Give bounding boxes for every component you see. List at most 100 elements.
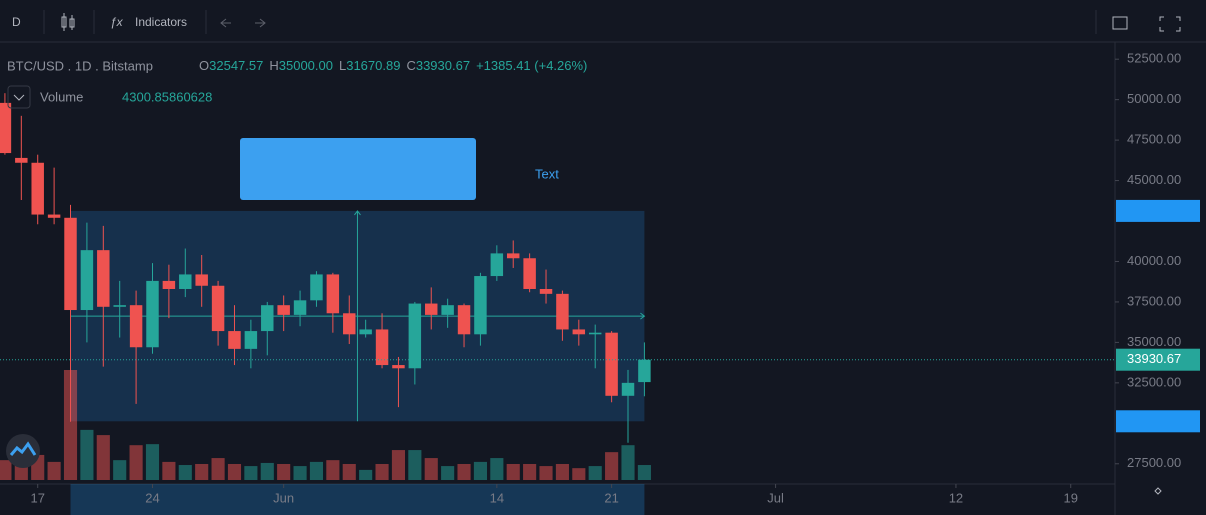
volume-bar bbox=[506, 463, 520, 480]
volume-bar bbox=[424, 458, 438, 480]
range-arrow bbox=[354, 210, 646, 320]
volume-bar bbox=[326, 460, 340, 480]
x-tick-label: 21 bbox=[604, 490, 618, 505]
volume-bar bbox=[309, 461, 324, 480]
y-tick-label: 37500.00 bbox=[1127, 293, 1181, 308]
fx-icon[interactable]: ƒx bbox=[110, 15, 124, 29]
ohlc-value: 31670.89 bbox=[346, 58, 400, 73]
candle-body bbox=[638, 359, 651, 383]
volume-bar bbox=[408, 450, 422, 480]
candles-layer bbox=[0, 93, 651, 443]
candle-body bbox=[146, 280, 159, 348]
volume-layer bbox=[0, 370, 651, 480]
volume-bar bbox=[113, 460, 127, 480]
range-layer bbox=[70, 210, 646, 515]
note-box[interactable] bbox=[240, 138, 476, 200]
volume-bar bbox=[342, 463, 356, 480]
volume-bar bbox=[605, 452, 619, 480]
redo-button[interactable] bbox=[255, 18, 266, 28]
candle-body bbox=[588, 332, 602, 335]
candle-body bbox=[556, 293, 569, 330]
candle-body bbox=[343, 313, 356, 335]
range-axis-tag bbox=[1116, 199, 1200, 222]
ohlc-value: 35000.00 bbox=[279, 58, 333, 73]
ohlc-value: 33930.67 bbox=[416, 58, 470, 73]
symbol-label: BTC/USD . 1D . Bitstamp bbox=[7, 58, 153, 73]
volume-bar bbox=[195, 463, 209, 480]
logo-mark bbox=[9, 441, 37, 456]
chart-type-icon[interactable] bbox=[61, 13, 75, 31]
ohlc-key: H bbox=[269, 58, 278, 73]
volume-bar bbox=[588, 466, 602, 480]
candle-body bbox=[228, 331, 241, 349]
y-tick-label: 50000.00 bbox=[1127, 91, 1181, 106]
candle-body bbox=[310, 274, 323, 301]
text-annotation[interactable]: Text bbox=[535, 166, 559, 181]
volume-bar bbox=[178, 465, 192, 480]
candle-body bbox=[211, 285, 225, 332]
ohlc-key: L bbox=[339, 58, 346, 73]
ohlc-text: O32547.57 H35000.00 L31670.89 C33930.67 +138… bbox=[199, 58, 587, 73]
volume-bar bbox=[162, 461, 176, 480]
volume-bar bbox=[47, 461, 61, 480]
y-tick-label: 27500.00 bbox=[1127, 455, 1181, 470]
volume-bar bbox=[96, 435, 110, 480]
candle-body bbox=[179, 274, 192, 289]
range-axis-tag bbox=[1116, 410, 1200, 433]
volume-bar bbox=[523, 463, 537, 480]
volume-bar bbox=[277, 463, 291, 480]
candle-body bbox=[195, 274, 208, 286]
ohlc-key: O bbox=[199, 58, 209, 73]
candle-body bbox=[97, 250, 110, 307]
x-tick-label: 17 bbox=[30, 490, 44, 505]
y-tick-label: 47500.00 bbox=[1127, 132, 1181, 147]
y-tick-label: 32500.00 bbox=[1127, 374, 1181, 389]
volume-bar bbox=[637, 465, 651, 480]
ohlc-value: 32547.57 bbox=[209, 58, 263, 73]
volume-bar bbox=[244, 466, 258, 480]
candle-body bbox=[539, 288, 553, 294]
ohlc-key: C bbox=[406, 58, 415, 73]
volume-bar bbox=[539, 466, 553, 480]
y-tick-label: 40000.00 bbox=[1127, 253, 1181, 268]
collapse-button[interactable] bbox=[7, 85, 31, 109]
volume-bar bbox=[227, 463, 242, 480]
volume-bar bbox=[145, 444, 160, 480]
settings-button[interactable] bbox=[1154, 487, 1162, 495]
volume-bar bbox=[0, 460, 12, 480]
volume-bar bbox=[621, 445, 635, 480]
candle-body bbox=[572, 329, 586, 335]
candle-body bbox=[605, 332, 618, 396]
volume-bar bbox=[441, 466, 455, 480]
candle-body bbox=[162, 280, 176, 289]
candle-body bbox=[490, 253, 504, 277]
candle-body bbox=[293, 300, 307, 315]
axis-layer: 27500.00 32500.00 35000.00 37500.00 40000.00… bbox=[0, 51, 1200, 505]
candle-body bbox=[375, 329, 389, 366]
candle-body bbox=[80, 250, 94, 311]
candle-body bbox=[261, 305, 274, 332]
y-tick-label: 52500.00 bbox=[1127, 51, 1181, 66]
candle-body bbox=[277, 305, 290, 315]
candle-body bbox=[359, 329, 372, 335]
candle-body bbox=[64, 217, 77, 311]
fullscreen-button[interactable] bbox=[1159, 16, 1181, 32]
interval-button[interactable]: D bbox=[12, 15, 21, 29]
x-tick-label: 14 bbox=[490, 490, 504, 505]
layout-button[interactable] bbox=[1112, 16, 1128, 30]
indicators-button[interactable]: Indicators bbox=[135, 15, 187, 29]
candle-body bbox=[326, 274, 340, 314]
x-tick-label: Jul bbox=[767, 490, 784, 505]
volume-bar bbox=[572, 468, 586, 480]
candle-body bbox=[113, 305, 126, 307]
volume-bar bbox=[555, 463, 569, 480]
candle-body bbox=[408, 303, 422, 369]
volume-bar bbox=[457, 463, 471, 480]
ohlc-legend: O32547.57 H35000.00 L31670.89 C33930.67 +138… bbox=[199, 58, 587, 73]
undo-button[interactable] bbox=[220, 18, 231, 28]
x-tick-label: Jun bbox=[273, 490, 294, 505]
x-tick-label: 24 bbox=[145, 490, 159, 505]
volume-bar bbox=[359, 469, 373, 480]
